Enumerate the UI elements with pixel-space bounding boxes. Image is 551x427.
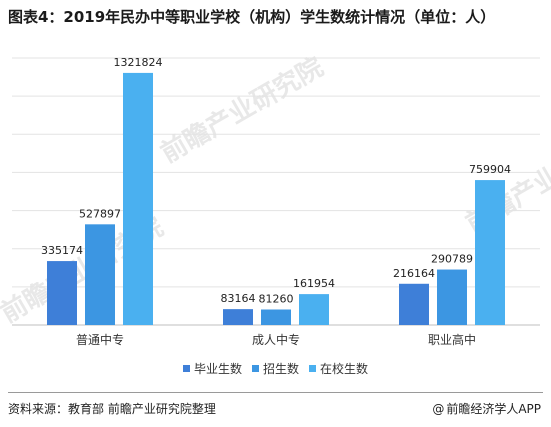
legend-swatch xyxy=(309,365,316,372)
legend-swatch xyxy=(182,365,190,372)
source-note: 资料来源：教育部 前瞻产业研究院整理 xyxy=(8,402,216,416)
bar xyxy=(223,309,253,325)
legend-label: 在校生数 xyxy=(320,362,369,376)
brand-text: 前瞻经济学人APP xyxy=(446,402,541,416)
bar xyxy=(123,72,153,326)
legend-item: 毕业生数 xyxy=(182,360,242,377)
data-label: 83164 xyxy=(221,292,256,305)
x-tick-label: 成人中专 xyxy=(252,332,300,347)
data-label: 1321824 xyxy=(114,56,163,69)
data-label: 335174 xyxy=(41,244,83,257)
legend-item: 在校生数 xyxy=(309,360,368,377)
bar-chart: 335174 527897 1321824 普通中专 83164 81260 161954 成… xyxy=(12,56,540,347)
x-tick-label: 职业高中 xyxy=(428,332,476,347)
bar xyxy=(437,269,467,325)
legend-item: 招生数 xyxy=(251,360,299,377)
bar xyxy=(475,180,505,325)
bar xyxy=(299,294,329,325)
bar xyxy=(261,309,291,325)
bar xyxy=(47,261,77,325)
data-label: 216164 xyxy=(393,267,435,280)
data-label: 527897 xyxy=(79,207,121,220)
chart-legend: 毕业生数 招生数 在校生数 xyxy=(0,360,551,377)
bar xyxy=(85,224,115,325)
brand-at-icon: @ xyxy=(432,402,445,416)
chart-title: 图表4：2019年民办中等职业学校（机构）学生数统计情况（单位：人） xyxy=(8,8,496,26)
legend-label: 招生数 xyxy=(262,362,299,376)
data-label: 81260 xyxy=(259,293,294,306)
legend-label: 毕业生数 xyxy=(193,362,242,376)
legend-swatch xyxy=(251,365,259,372)
data-label: 759904 xyxy=(469,163,511,176)
footer-divider xyxy=(8,392,543,393)
data-label: 161954 xyxy=(293,277,335,290)
bar xyxy=(399,283,429,325)
brand-label: @ 前瞻经济学人APP xyxy=(432,400,541,417)
data-label: 290789 xyxy=(431,253,473,266)
x-tick-label: 普通中专 xyxy=(76,332,124,347)
